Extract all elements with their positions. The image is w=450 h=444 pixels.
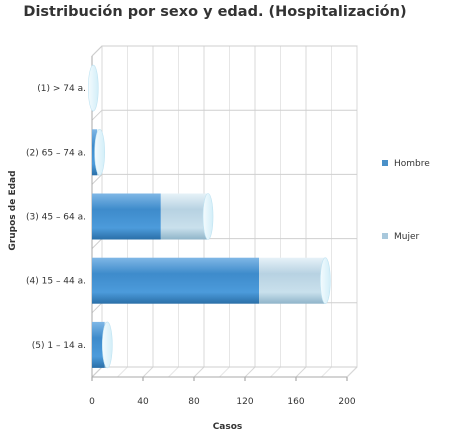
category-separator [91,45,357,57]
category-separator [91,109,357,121]
x-tick-label: 80 [188,397,200,407]
x-tick-label: 0 [89,397,95,407]
bar-end-cap-5 [102,321,113,369]
y-axis-title: Grupos de Edad [8,170,18,250]
legend-swatch-hombre[interactable] [382,160,388,166]
y-tick-label: (4) 15 – 44 a. [26,277,86,287]
bar-hombre-3[interactable] [92,193,161,240]
legend-label-mujer[interactable]: Mujer [394,232,420,242]
x-tick-label: 160 [287,397,304,407]
y-tick-label: (2) 65 – 74 a. [26,148,86,158]
bar-end-cap-4 [320,257,331,305]
bar-end-cap-2 [94,129,105,176]
bar-end-cap-3 [202,193,214,240]
chart-title: Distribución por sexo y edad. (Hospitali… [23,4,407,20]
legend-label-hombre[interactable]: Hombre [394,159,430,169]
bar-mujer-4[interactable] [259,257,326,304]
bar-end-cap-1 [87,64,99,112]
x-tick-label: 120 [236,397,253,407]
bar-mujer-3[interactable] [160,193,209,240]
x-axis-title: Casos [213,422,243,432]
bar-hombre-4[interactable] [92,257,260,304]
y-tick-label: (3) 45 – 64 a. [26,213,86,223]
y-tick-label: (1) > 74 a. [37,84,86,94]
x-tick-label: 40 [137,397,149,407]
x-tick-label: 200 [338,397,355,407]
y-tick-label: (5) 1 – 14 a. [32,341,86,351]
bar-hombre-5[interactable] [92,321,105,368]
legend-swatch-mujer[interactable] [382,233,388,239]
category-separator [91,173,357,185]
